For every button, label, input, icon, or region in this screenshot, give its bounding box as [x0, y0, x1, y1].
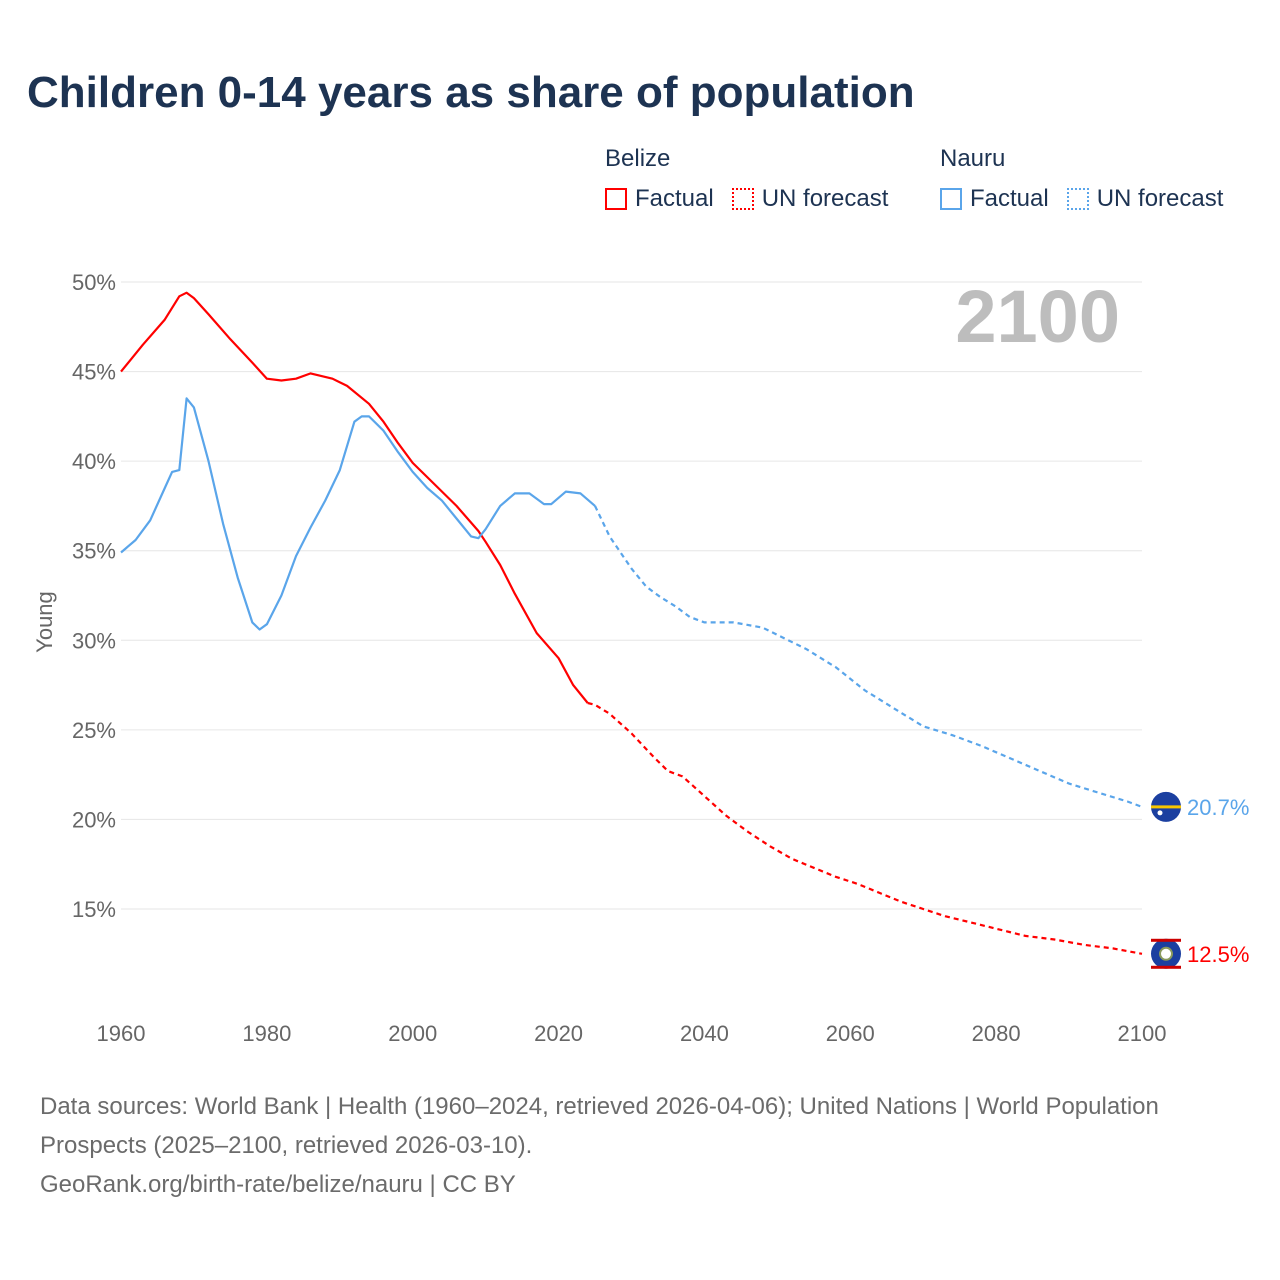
- x-tick-label: 2000: [388, 1021, 437, 1046]
- y-tick-label: 50%: [72, 270, 116, 295]
- x-tick-label: 2060: [826, 1021, 875, 1046]
- x-tick-label: 2100: [1118, 1021, 1167, 1046]
- x-tick-label: 2080: [972, 1021, 1021, 1046]
- legend-label: UN forecast: [761, 185, 889, 212]
- x-tick-label: 2020: [534, 1021, 583, 1046]
- legend-belize-factual[interactable]: Factual: [605, 185, 714, 213]
- legend-swatch-dotted: [731, 188, 754, 210]
- line-belize-factual: [120, 291, 589, 704]
- flag-emblem: [1159, 946, 1173, 961]
- x-tick-label: 1980: [242, 1021, 291, 1046]
- flag-stripe: [1151, 938, 1181, 942]
- y-tick-label: 20%: [72, 807, 116, 832]
- legend-label: UN forecast: [1096, 185, 1224, 212]
- legend-label: Factual: [970, 185, 1049, 212]
- legend-group-title: Nauru: [940, 145, 1006, 172]
- y-tick-label: 40%: [72, 449, 116, 474]
- year-label: 2100: [955, 275, 1120, 358]
- legend-swatch-solid: [940, 188, 962, 210]
- legend-label: Factual: [635, 185, 714, 212]
- flag-stripe: [1151, 965, 1181, 969]
- legend-belize-forecast[interactable]: UN forecast: [731, 185, 889, 213]
- flag-star: [1157, 810, 1163, 816]
- line-nauru-forecast: [594, 505, 1143, 808]
- y-tick-label: 45%: [72, 360, 116, 385]
- flag-stripe: [1151, 805, 1181, 809]
- legend-nauru-forecast[interactable]: UN forecast: [1066, 185, 1224, 213]
- y-tick-label: 15%: [72, 897, 116, 922]
- x-tick-label: 2040: [680, 1021, 729, 1046]
- chart-plot: 15% 20% 25% 30% 35% 40% 45% 50% 1960 1980 2000 2020…: [32, 270, 1249, 1046]
- legend-group-title: Belize: [605, 145, 671, 172]
- y-tick-label: 35%: [72, 539, 116, 564]
- legend-swatch-dotted: [1066, 188, 1089, 210]
- y-tick-label: 30%: [72, 628, 116, 653]
- end-label-belize: 12.5%: [1187, 942, 1249, 967]
- line-belize-forecast: [587, 701, 1143, 955]
- footer: Data sources: World Bank | Health (1960–…: [40, 1087, 1190, 1204]
- chart-title: Children 0-14 years as share of populati…: [27, 68, 915, 117]
- y-axis-label: Young: [32, 591, 57, 653]
- y-tick-label: 25%: [72, 718, 116, 743]
- end-label-nauru: 20.7%: [1187, 795, 1249, 820]
- data-sources: Data sources: World Bank | Health (1960–…: [40, 1093, 1159, 1159]
- legend-belize: Belize Factual UN forecast: [605, 145, 906, 213]
- line-nauru-factual: [120, 397, 596, 631]
- x-tick-label: 1960: [97, 1021, 146, 1046]
- legend-nauru: Nauru Factual UN forecast: [940, 145, 1241, 213]
- legend-swatch-solid: [605, 188, 627, 210]
- attribution-link[interactable]: GeoRank.org/birth-rate/belize/nauru | CC…: [40, 1171, 516, 1198]
- legend-nauru-factual[interactable]: Factual: [940, 185, 1049, 213]
